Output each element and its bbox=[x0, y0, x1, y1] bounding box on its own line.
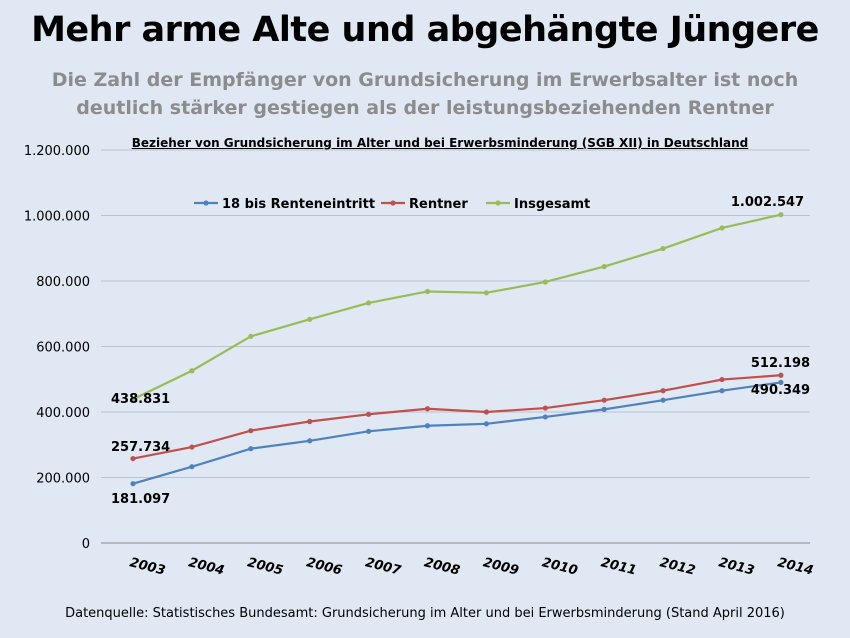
y-tick-label: 800.000 bbox=[36, 275, 90, 290]
x-tick-label: 2008 bbox=[423, 555, 462, 578]
data-point bbox=[660, 397, 666, 403]
data-point bbox=[483, 290, 489, 296]
data-point bbox=[189, 464, 195, 470]
x-tick-label: 2012 bbox=[658, 555, 697, 578]
data-point bbox=[483, 421, 489, 427]
data-point bbox=[778, 379, 784, 386]
legend-marker bbox=[495, 200, 501, 206]
series-line bbox=[132, 374, 781, 460]
y-tick-label: 600.000 bbox=[36, 341, 90, 356]
x-tick-label: 2009 bbox=[481, 555, 520, 578]
data-point bbox=[542, 414, 548, 420]
y-tick-label: 1.000.000 bbox=[24, 210, 90, 225]
x-tick-label: 2003 bbox=[128, 555, 167, 578]
series-line bbox=[132, 381, 782, 485]
data-point bbox=[483, 409, 489, 415]
data-point bbox=[542, 405, 548, 411]
data-point bbox=[719, 225, 725, 231]
x-tick-label: 2006 bbox=[305, 555, 344, 578]
data-point bbox=[660, 388, 666, 394]
data-point bbox=[542, 279, 548, 285]
data-point bbox=[248, 428, 254, 434]
data-point bbox=[424, 406, 431, 412]
data-point bbox=[660, 245, 666, 252]
y-tick-label: 200.000 bbox=[36, 472, 90, 487]
legend-label: Insgesamt bbox=[514, 197, 590, 212]
x-tick-label: 2011 bbox=[599, 555, 638, 578]
data-point bbox=[189, 368, 195, 374]
legend-label: Rentner bbox=[409, 197, 468, 212]
subtitle-line-1: Die Zahl der Empfänger von Grundsicherun… bbox=[51, 69, 799, 91]
data-point bbox=[424, 423, 431, 429]
data-point bbox=[248, 333, 254, 339]
y-tick-label: 1.200.000 bbox=[24, 144, 90, 159]
x-tick-label: 2005 bbox=[246, 555, 285, 578]
data-point bbox=[601, 397, 607, 403]
data-point bbox=[248, 446, 254, 452]
legend-label: 18 bis Renteneintritt bbox=[222, 197, 375, 212]
data-point bbox=[719, 376, 725, 383]
y-tick-label: 400.000 bbox=[36, 406, 90, 421]
data-point bbox=[130, 396, 136, 402]
data-point bbox=[778, 212, 784, 218]
data-point bbox=[130, 481, 136, 487]
data-point bbox=[366, 300, 372, 306]
series-line bbox=[132, 213, 782, 401]
subtitle-line-2: deutlich stärker gestiegen als der leist… bbox=[76, 97, 774, 119]
x-tick-label: 2013 bbox=[717, 555, 756, 578]
data-point bbox=[307, 438, 313, 444]
page-title: Mehr arme Alte und abgehängte Jüngere bbox=[31, 10, 819, 50]
data-point bbox=[424, 288, 431, 295]
legend-marker bbox=[203, 200, 209, 206]
data-label: 1.002.547 bbox=[731, 195, 804, 210]
x-tick-label: 2010 bbox=[540, 555, 579, 578]
data-point bbox=[601, 406, 607, 412]
x-tick-label: 2014 bbox=[776, 555, 815, 578]
data-point bbox=[778, 372, 784, 378]
data-point bbox=[366, 411, 372, 417]
page-subtitle: Die Zahl der Empfänger von Grundsicherun… bbox=[0, 66, 850, 122]
data-point bbox=[601, 263, 607, 270]
data-label: 181.097 bbox=[111, 492, 170, 507]
data-label: 512.198 bbox=[751, 356, 810, 371]
data-point bbox=[307, 418, 313, 425]
data-point bbox=[130, 455, 136, 462]
y-tick-label: 0 bbox=[82, 537, 90, 552]
legend-marker bbox=[390, 200, 396, 206]
data-point bbox=[189, 444, 195, 450]
data-point bbox=[366, 428, 372, 434]
data-label: 490.349 bbox=[751, 383, 810, 398]
data-label: 257.734 bbox=[111, 440, 170, 455]
data-label: 438.831 bbox=[111, 392, 170, 407]
data-point bbox=[307, 316, 313, 322]
data-point bbox=[719, 388, 725, 394]
x-tick-label: 2007 bbox=[364, 555, 404, 579]
data-source-note: Datenquelle: Statistisches Bundesamt: Gr… bbox=[65, 606, 785, 621]
x-tick-label: 2004 bbox=[187, 555, 226, 578]
chart-title: Bezieher von Grundsicherung im Alter und… bbox=[131, 136, 749, 150]
